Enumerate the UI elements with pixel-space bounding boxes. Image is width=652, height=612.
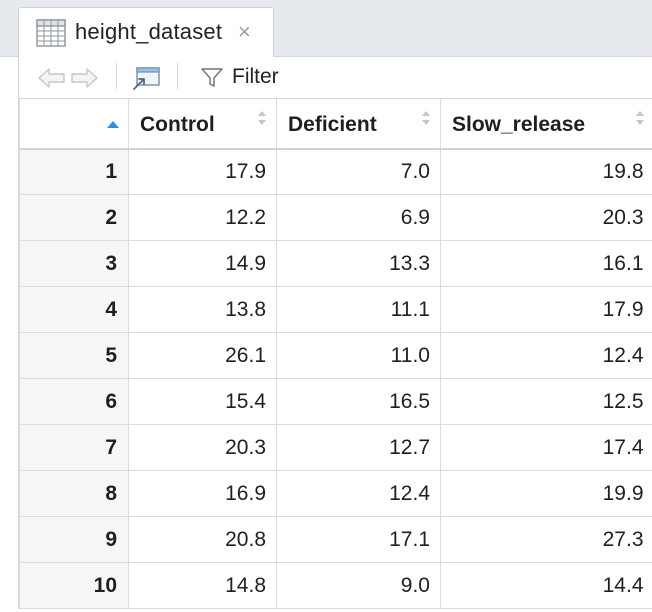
data-grid: Control Deficient Slow_release: [18, 98, 652, 609]
header-row: Control Deficient Slow_release: [19, 98, 652, 150]
table-cell[interactable]: 11.1: [276, 286, 441, 333]
popout-window-icon[interactable]: [131, 65, 161, 96]
table-row: 9 20.8 17.1 27.3: [19, 516, 652, 563]
row-number: 7: [19, 424, 129, 471]
table-cell[interactable]: 9.0: [276, 562, 441, 609]
row-number: 8: [19, 470, 129, 517]
sort-toggle-icon: [257, 108, 267, 128]
row-number: 3: [19, 240, 129, 287]
table-cell[interactable]: 6.9: [276, 194, 441, 241]
table-row: 10 14.8 9.0 14.4: [19, 562, 652, 609]
table-grid-icon: [36, 19, 66, 47]
table-cell[interactable]: 16.9: [128, 470, 277, 517]
arrow-left-icon[interactable]: [37, 67, 67, 94]
table-cell[interactable]: 12.2: [128, 194, 277, 241]
table-cell[interactable]: 20.3: [440, 194, 652, 241]
column-header-slow-release[interactable]: Slow_release: [440, 98, 652, 150]
data-table: Control Deficient Slow_release: [19, 98, 652, 609]
tab-height-dataset[interactable]: height_dataset ×: [18, 7, 274, 58]
table-row: 6 15.4 16.5 12.5: [19, 378, 652, 425]
row-index-header[interactable]: [19, 98, 129, 150]
table-cell[interactable]: 16.5: [276, 378, 441, 425]
table-row: 7 20.3 12.7 17.4: [19, 424, 652, 471]
filter-button[interactable]: Filter: [232, 65, 279, 88]
column-header-deficient[interactable]: Deficient: [276, 98, 441, 150]
funnel-icon[interactable]: [201, 68, 223, 93]
table-row: 8 16.9 12.4 19.9: [19, 470, 652, 517]
table-cell[interactable]: 14.4: [440, 562, 652, 609]
toolbar: Filter: [18, 57, 652, 98]
table-cell[interactable]: 17.9: [128, 148, 277, 195]
table-row: 4 13.8 11.1 17.9: [19, 286, 652, 333]
toolbar-divider: [116, 63, 117, 89]
column-header-label: Deficient: [288, 113, 377, 136]
table-cell[interactable]: 16.1: [440, 240, 652, 287]
table-cell[interactable]: 26.1: [128, 332, 277, 379]
table-cell[interactable]: 11.0: [276, 332, 441, 379]
row-number: 4: [19, 286, 129, 333]
table-cell[interactable]: 19.9: [440, 470, 652, 517]
table-cell[interactable]: 13.8: [128, 286, 277, 333]
row-number: 6: [19, 378, 129, 425]
table-cell[interactable]: 12.7: [276, 424, 441, 471]
table-cell[interactable]: 12.4: [276, 470, 441, 517]
table-cell[interactable]: 20.3: [128, 424, 277, 471]
table-cell[interactable]: 14.9: [128, 240, 277, 287]
toolbar-divider: [177, 63, 178, 89]
row-number: 9: [19, 516, 129, 563]
row-number: 2: [19, 194, 129, 241]
table-cell[interactable]: 27.3: [440, 516, 652, 563]
row-number: 1: [19, 148, 129, 195]
row-number: 5: [19, 332, 129, 379]
sort-toggle-icon: [421, 108, 431, 128]
table-cell[interactable]: 20.8: [128, 516, 277, 563]
table-cell[interactable]: 14.8: [128, 562, 277, 609]
column-header-label: Slow_release: [452, 113, 586, 136]
table-cell[interactable]: 12.5: [440, 378, 652, 425]
tab-title: height_dataset: [75, 19, 223, 44]
column-header-label: Control: [140, 113, 215, 136]
table-cell[interactable]: 12.4: [440, 332, 652, 379]
arrow-right-icon[interactable]: [69, 67, 99, 94]
tab-strip: height_dataset ×: [0, 0, 652, 58]
table-row: 1 17.9 7.0 19.8: [19, 148, 652, 195]
table-cell[interactable]: 13.3: [276, 240, 441, 287]
table-cell[interactable]: 17.1: [276, 516, 441, 563]
table-cell[interactable]: 15.4: [128, 378, 277, 425]
column-header-control[interactable]: Control: [128, 98, 277, 150]
table-cell[interactable]: 17.9: [440, 286, 652, 333]
row-number: 10: [19, 562, 129, 609]
sort-ascending-icon: [106, 111, 120, 128]
table-row: 5 26.1 11.0 12.4: [19, 332, 652, 379]
table-row: 3 14.9 13.3 16.1: [19, 240, 652, 287]
table-cell[interactable]: 17.4: [440, 424, 652, 471]
table-cell[interactable]: 19.8: [440, 148, 652, 195]
table-row: 2 12.2 6.9 20.3: [19, 194, 652, 241]
sort-toggle-icon: [635, 108, 645, 128]
table-cell[interactable]: 7.0: [276, 148, 441, 195]
close-icon[interactable]: ×: [238, 19, 251, 44]
